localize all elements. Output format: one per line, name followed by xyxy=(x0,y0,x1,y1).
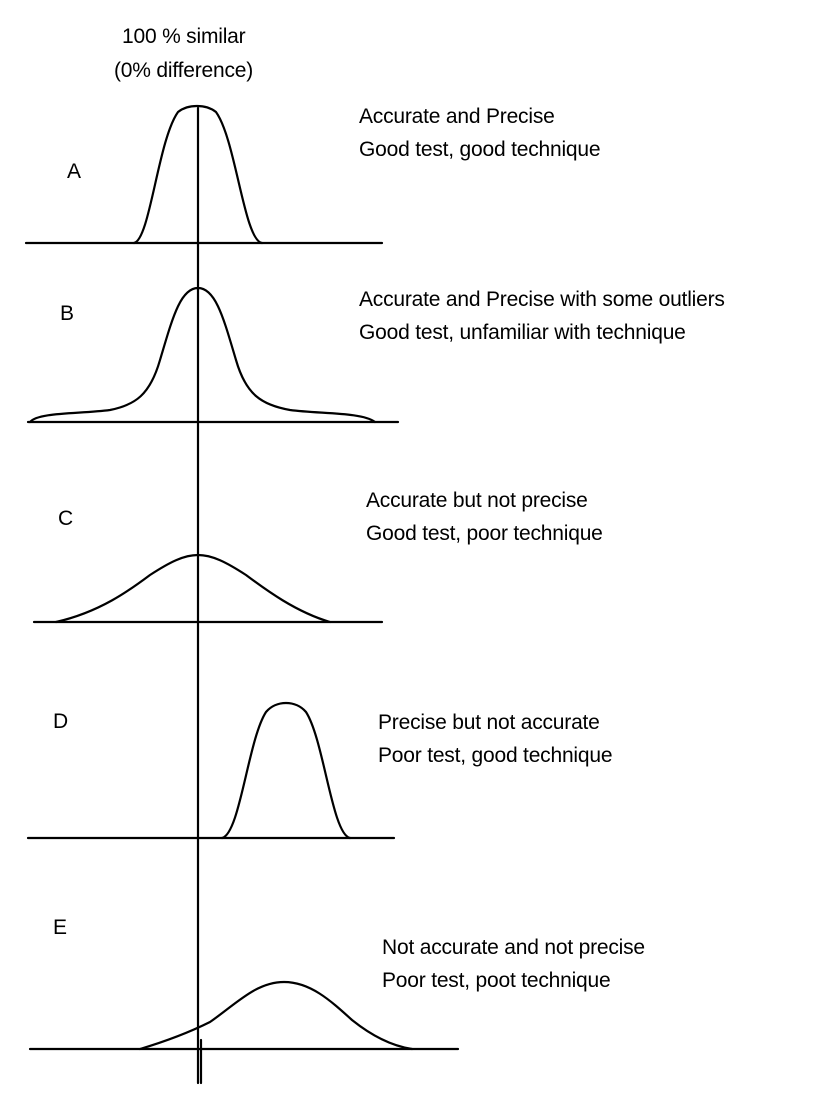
curve-e xyxy=(138,980,414,1051)
panel-a-title: Accurate and Precise xyxy=(359,105,555,128)
panel-letter-c: C xyxy=(58,507,74,530)
panel-letter-e: E xyxy=(53,916,68,939)
curve-c xyxy=(54,553,332,624)
panel-e-description: Poor test, poot technique xyxy=(382,969,611,992)
panel-letter-b: B xyxy=(60,302,75,325)
panel-a-description: Good test, good technique xyxy=(359,138,601,161)
panel-b-title: Accurate and Precise with some outliers xyxy=(359,288,725,311)
curve-d xyxy=(220,701,352,840)
panel-d-title: Precise but not accurate xyxy=(378,711,600,734)
curve-a xyxy=(132,104,264,245)
curve-b xyxy=(28,286,377,424)
panel-letter-d: D xyxy=(53,710,69,733)
panel-d-description: Poor test, good technique xyxy=(378,744,613,767)
header-difference-label: (0% difference) xyxy=(114,59,254,82)
panel-c-title: Accurate but not precise xyxy=(366,489,588,512)
panel-e-title: Not accurate and not precise xyxy=(382,936,645,959)
panel-letter-a: A xyxy=(67,160,82,183)
panel-b-description: Good test, unfamiliar with technique xyxy=(359,321,686,344)
panel-c-description: Good test, poor technique xyxy=(366,522,603,545)
header-similar-label: 100 % similar xyxy=(122,25,246,48)
